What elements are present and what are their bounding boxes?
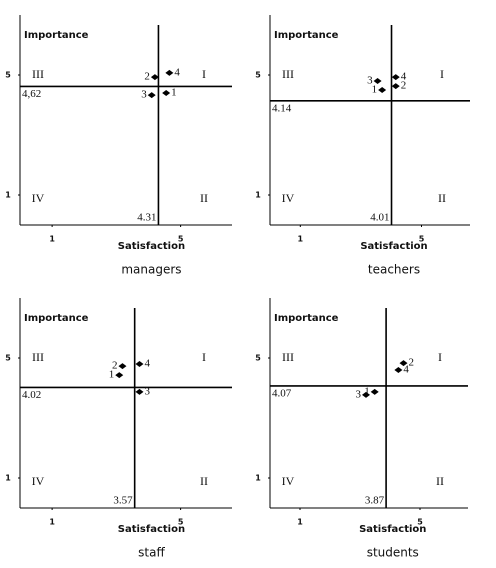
point-label: 3 bbox=[356, 388, 362, 400]
point bbox=[150, 74, 159, 81]
mean-satisfaction-label: 3.57 bbox=[113, 495, 133, 507]
mean-satisfaction-label: 3.87 bbox=[365, 495, 385, 507]
quadrant-label: I bbox=[202, 67, 206, 81]
y-tick-label: 5 bbox=[255, 354, 261, 363]
quadrant-label: III bbox=[32, 350, 44, 364]
y-axis-label: Importance bbox=[274, 313, 339, 324]
x-tick-label: 5 bbox=[178, 235, 184, 244]
mean-importance-label: 4,62 bbox=[22, 88, 41, 100]
quadrant-label: I bbox=[438, 350, 442, 364]
x-axis-label: Satisfaction bbox=[359, 524, 426, 535]
x-tick-label: 1 bbox=[49, 518, 55, 527]
y-axis-label: Importance bbox=[24, 313, 89, 324]
point-label: 4 bbox=[401, 71, 407, 83]
quadrant-label: IV bbox=[32, 474, 45, 488]
x-axis-label: Satisfaction bbox=[360, 241, 427, 252]
y-tick-label: 5 bbox=[5, 71, 11, 80]
quadrant-label: II bbox=[200, 191, 208, 205]
mean-importance-label: 4.02 bbox=[22, 389, 41, 401]
point bbox=[135, 361, 144, 367]
point-label: 3 bbox=[367, 75, 373, 87]
point-label: 2 bbox=[401, 80, 407, 92]
x-tick-label: 5 bbox=[417, 518, 423, 527]
quadrant-label: II bbox=[436, 474, 444, 488]
point bbox=[373, 78, 382, 84]
point-label: 3 bbox=[141, 89, 147, 101]
point bbox=[362, 391, 370, 398]
x-tick-label: 1 bbox=[298, 235, 304, 244]
point bbox=[118, 363, 127, 370]
quadrant-label: II bbox=[200, 474, 208, 488]
caption: managers bbox=[121, 263, 181, 277]
x-tick-label: 1 bbox=[49, 235, 55, 244]
point-label: 1 bbox=[364, 385, 370, 397]
point bbox=[399, 360, 408, 367]
x-axis-label: Satisfaction bbox=[118, 524, 185, 535]
quadrant-label: II bbox=[438, 191, 446, 205]
point bbox=[391, 83, 400, 90]
quadrant-label: III bbox=[282, 67, 294, 81]
point bbox=[115, 372, 124, 379]
quadrant-label: I bbox=[440, 67, 444, 81]
quadrant-label: IV bbox=[282, 191, 295, 205]
x-tick-label: 1 bbox=[297, 518, 303, 527]
point bbox=[378, 87, 387, 93]
y-tick-label: 1 bbox=[255, 474, 261, 483]
x-tick-label: 5 bbox=[178, 518, 184, 527]
point bbox=[394, 367, 403, 373]
point-label: 4 bbox=[403, 364, 409, 376]
point-label: 2 bbox=[409, 357, 415, 369]
mean-importance-label: 4.07 bbox=[272, 387, 292, 399]
y-tick-label: 1 bbox=[255, 191, 261, 200]
point-label: 4 bbox=[174, 66, 180, 78]
point bbox=[370, 388, 379, 395]
quadrant-label: I bbox=[202, 350, 206, 364]
y-tick-label: 1 bbox=[5, 474, 11, 483]
point-label: 4 bbox=[144, 358, 150, 370]
quadrant-label: IV bbox=[282, 474, 295, 488]
caption: students bbox=[367, 546, 419, 560]
x-axis-label: Satisfaction bbox=[118, 241, 185, 252]
y-tick-label: 5 bbox=[255, 71, 261, 80]
point bbox=[391, 74, 400, 81]
point-label: 3 bbox=[144, 385, 150, 397]
point-label: 1 bbox=[171, 87, 177, 99]
y-tick-label: 1 bbox=[5, 191, 11, 200]
quadrant-label: III bbox=[32, 67, 44, 81]
quadrant-label: III bbox=[282, 350, 294, 364]
point bbox=[165, 69, 174, 76]
point-label: 1 bbox=[372, 84, 378, 96]
point bbox=[162, 90, 171, 96]
point-label: 2 bbox=[144, 71, 150, 83]
mean-importance-label: 4.14 bbox=[272, 102, 292, 114]
y-axis-label: Importance bbox=[24, 30, 89, 41]
quadrant-label: IV bbox=[32, 191, 45, 205]
caption: teachers bbox=[368, 263, 420, 277]
caption: staff bbox=[138, 546, 165, 560]
point bbox=[147, 92, 156, 99]
point-label: 1 bbox=[109, 369, 115, 381]
point bbox=[135, 388, 144, 395]
x-tick-label: 5 bbox=[419, 235, 425, 244]
mean-satisfaction-label: 4.31 bbox=[137, 212, 156, 224]
y-axis-label: Importance bbox=[274, 30, 339, 41]
point-label: 2 bbox=[112, 360, 118, 372]
y-tick-label: 5 bbox=[5, 354, 11, 363]
mean-satisfaction-label: 4.01 bbox=[370, 212, 389, 224]
